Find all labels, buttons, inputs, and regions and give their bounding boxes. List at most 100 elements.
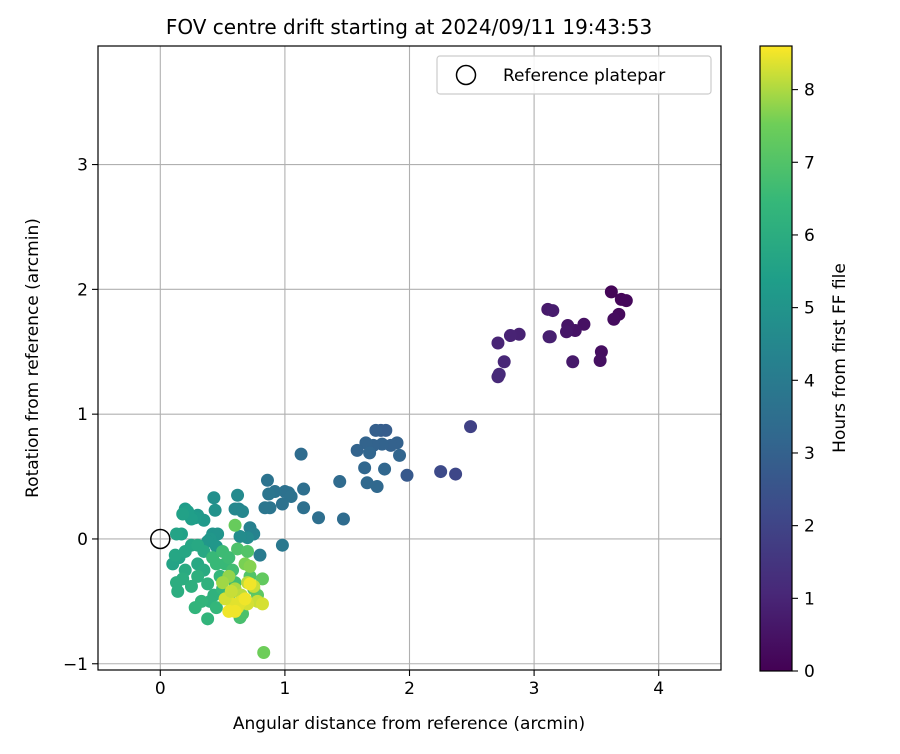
x-tick-label: 3	[529, 679, 540, 699]
data-point	[258, 501, 272, 515]
data-point	[255, 597, 269, 611]
legend: Reference platepar	[436, 55, 712, 95]
colorbar-tick-label: 6	[804, 226, 815, 246]
data-point	[294, 447, 308, 461]
x-tick-label: 0	[155, 679, 166, 699]
data-point	[434, 465, 448, 479]
data-point	[201, 577, 215, 591]
colorbar-tick-label: 1	[804, 589, 815, 609]
data-point	[216, 576, 230, 590]
data-point	[241, 544, 255, 558]
scatter-points	[166, 285, 633, 660]
colorbar-tick-label: 3	[804, 444, 815, 464]
data-point	[284, 490, 298, 504]
x-tick-label: 2	[404, 679, 415, 699]
data-point	[171, 584, 185, 598]
data-point	[393, 448, 407, 462]
data-point	[449, 467, 463, 481]
x-tick-label: 1	[279, 679, 290, 699]
data-point	[257, 646, 271, 660]
data-point	[593, 353, 607, 367]
data-point	[191, 569, 205, 583]
data-point	[231, 488, 245, 502]
colorbar-tick-label: 5	[804, 299, 815, 319]
legend-entry-reference-platepar: Reference platepar	[503, 66, 665, 86]
data-point	[236, 505, 250, 519]
data-point	[333, 475, 347, 489]
colorbar-ticks: 0 1 2 3 4 5 6 7 8	[792, 81, 815, 682]
data-point	[350, 443, 364, 457]
data-point	[336, 512, 350, 526]
y-tick-label: 3	[77, 156, 88, 176]
colorbar-label: Hours from first FF file	[830, 263, 850, 453]
y-tick-label: 0	[77, 530, 88, 550]
data-point	[176, 507, 190, 521]
x-axis-ticks: 0 1 2 3 4	[155, 670, 664, 699]
y-axis-label: Rotation from reference (arcmin)	[23, 218, 43, 498]
data-point	[209, 601, 223, 615]
data-point	[207, 491, 221, 505]
data-point	[492, 367, 506, 381]
data-point	[297, 482, 311, 496]
data-point	[224, 584, 238, 598]
data-point	[363, 446, 377, 460]
colorbar-tick-label: 7	[804, 153, 815, 173]
data-point	[464, 420, 478, 434]
data-point	[379, 423, 393, 437]
x-tick-label: 4	[653, 679, 664, 699]
data-point	[206, 551, 220, 565]
colorbar-tick-label: 2	[804, 517, 815, 537]
data-point	[228, 604, 242, 618]
data-point	[253, 548, 267, 562]
data-point	[231, 542, 245, 556]
colorbar-tick-label: 4	[804, 371, 815, 391]
data-point	[358, 461, 372, 475]
legend-marker-icon	[455, 64, 477, 86]
data-point	[169, 527, 183, 541]
data-point	[503, 329, 517, 343]
data-point	[275, 538, 289, 552]
data-point	[188, 601, 202, 615]
data-point	[222, 551, 236, 565]
colorbar-tick-label: 8	[804, 81, 815, 101]
data-point	[228, 518, 242, 532]
data-point	[238, 592, 252, 606]
data-point	[378, 462, 392, 476]
reference-platepar-marker	[150, 528, 171, 550]
colorbar-tick-label: 0	[804, 662, 815, 682]
y-axis-ticks: −1 0 1 2 3	[63, 156, 98, 675]
data-point	[184, 579, 198, 593]
y-tick-label: −1	[63, 655, 88, 675]
data-point	[546, 304, 560, 318]
legend-box	[436, 55, 712, 95]
y-tick-label: 2	[77, 280, 88, 300]
data-point	[255, 572, 269, 586]
y-tick-label: 1	[77, 405, 88, 425]
data-point	[360, 476, 374, 490]
data-point	[543, 330, 557, 344]
x-axis-label: Angular distance from reference (arcmin)	[233, 714, 585, 734]
data-point	[262, 487, 276, 501]
colorbar: 0 1 2 3 4 5 6 7 8 Hours from first FF file	[759, 45, 850, 682]
data-point	[312, 511, 326, 525]
data-point	[208, 503, 222, 517]
data-point	[491, 336, 505, 350]
data-point	[243, 577, 257, 591]
data-point	[297, 501, 311, 515]
data-point	[559, 325, 573, 339]
data-point	[400, 468, 414, 482]
data-point	[275, 497, 289, 511]
colorbar-gradient	[759, 45, 793, 672]
data-point	[497, 355, 511, 369]
data-point	[604, 285, 618, 299]
data-point	[359, 436, 373, 450]
data-point	[370, 480, 384, 494]
data-point	[243, 559, 257, 573]
data-point	[260, 473, 274, 487]
data-point	[168, 548, 182, 562]
data-point	[619, 294, 633, 308]
data-point	[233, 529, 247, 543]
data-point	[607, 312, 621, 326]
chart-title: FOV centre drift starting at 2024/09/11 …	[166, 15, 652, 39]
